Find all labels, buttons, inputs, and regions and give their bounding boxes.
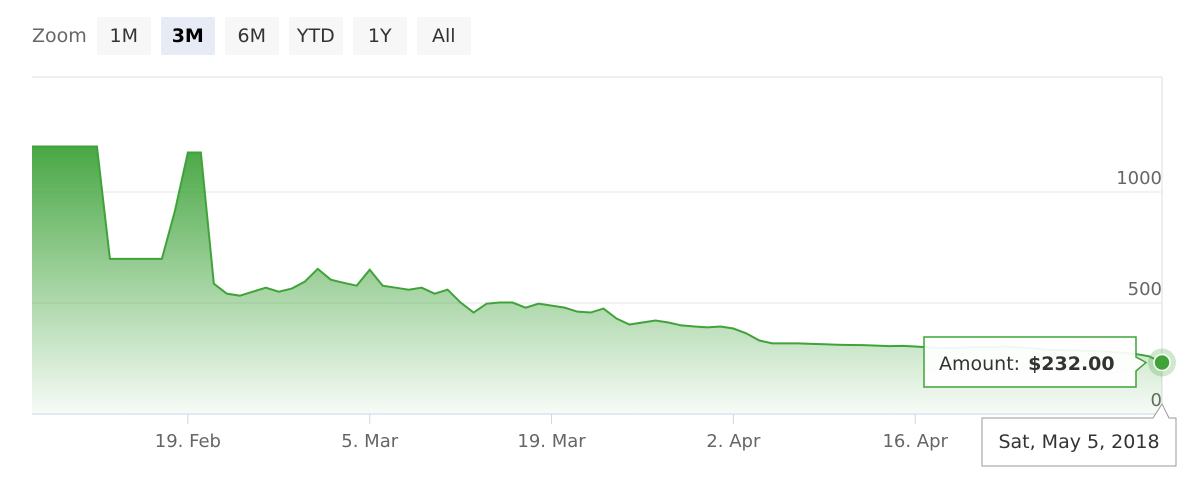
zoom-button[interactable]: All: [416, 17, 471, 55]
x-tick-label: 19. Feb: [155, 431, 221, 452]
tooltip-series: Amount:: [939, 353, 1020, 375]
x-tick-label: 16. Apr: [882, 431, 948, 452]
x-tick-label: 19. Mar: [517, 431, 586, 452]
tooltip-box: [923, 336, 1148, 388]
tooltip: Amount: $232.00: [923, 336, 1148, 388]
zoom-button[interactable]: 3M: [160, 17, 215, 55]
zoom-button[interactable]: 1Y: [352, 17, 407, 55]
y-tick-label: 500: [1128, 279, 1162, 300]
tooltip-text: Amount: $232.00: [939, 353, 1115, 375]
zoom-button[interactable]: YTD: [288, 17, 343, 55]
date-tooltip-text: Sat, May 5, 2018: [998, 431, 1159, 453]
area: [32, 146, 1162, 415]
zoom-button[interactable]: 6M: [224, 17, 279, 55]
date-tooltip: Sat, May 5, 2018: [981, 402, 1177, 467]
zoom-bar: Zoom 1M 3M 6M YTD 1Y All: [32, 17, 481, 55]
x-tick-label: 5. Mar: [341, 431, 398, 452]
tooltip-value: $232.00: [1028, 353, 1115, 375]
zoom-label: Zoom: [32, 25, 87, 47]
point: [1153, 353, 1171, 372]
y-tick-label: 1000: [1116, 168, 1162, 189]
zoom-button[interactable]: 1M: [96, 17, 151, 55]
date-tooltip-box: [981, 402, 1177, 467]
x-tick-label: 2. Apr: [706, 431, 761, 452]
